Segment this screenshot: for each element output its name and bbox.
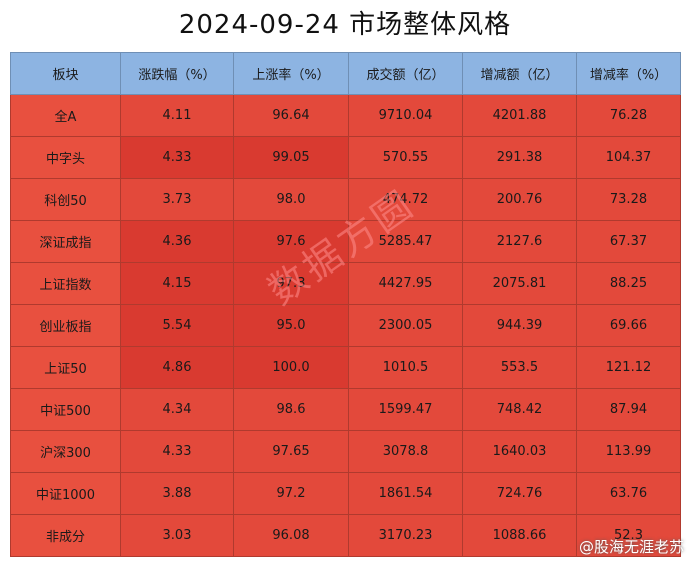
- table-row: 科创50 3.73 98.0 474.72 200.76 73.28: [10, 178, 681, 221]
- sector-name: 上证50: [10, 346, 121, 389]
- cell: 474.72: [348, 178, 463, 221]
- cell: 1010.5: [348, 346, 463, 389]
- sector-name: 科创50: [10, 178, 121, 221]
- cell: 291.38: [462, 136, 577, 179]
- cell: 96.08: [233, 514, 349, 557]
- cell: 97.3: [233, 262, 349, 305]
- cell: 87.94: [576, 388, 681, 431]
- sector-name: 深证成指: [10, 220, 121, 263]
- cell: 63.76: [576, 472, 681, 515]
- cell: 9710.04: [348, 94, 463, 137]
- sector-name: 沪深300: [10, 430, 121, 473]
- cell: 73.28: [576, 178, 681, 221]
- cell: 4.33: [120, 136, 234, 179]
- cell: 2075.81: [462, 262, 577, 305]
- cell: 4427.95: [348, 262, 463, 305]
- table-row: 中证500 4.34 98.6 1599.47 748.42 87.94: [10, 388, 681, 431]
- sector-name: 上证指数: [10, 262, 121, 305]
- cell: 4.33: [120, 430, 234, 473]
- cell: 3170.23: [348, 514, 463, 557]
- table-row: 创业板指 5.54 95.0 2300.05 944.39 69.66: [10, 304, 681, 347]
- sector-name: 非成分: [10, 514, 121, 557]
- cell: 553.5: [462, 346, 577, 389]
- sector-name: 创业板指: [10, 304, 121, 347]
- cell: 1861.54: [348, 472, 463, 515]
- cell: 2127.6: [462, 220, 577, 263]
- credit: @股海无涯老苏: [578, 538, 684, 556]
- table-row: 中证1000 3.88 97.2 1861.54 724.76 63.76: [10, 472, 681, 515]
- cell: 98.6: [233, 388, 349, 431]
- cell: 4.15: [120, 262, 234, 305]
- cell: 1599.47: [348, 388, 463, 431]
- table-row: 上证指数 4.15 97.3 4427.95 2075.81 88.25: [10, 262, 681, 305]
- cell: 98.0: [233, 178, 349, 221]
- cell: 100.0: [233, 346, 349, 389]
- cell: 3.03: [120, 514, 234, 557]
- sector-name: 中字头: [10, 136, 121, 179]
- cell: 69.66: [576, 304, 681, 347]
- cell: 3.73: [120, 178, 234, 221]
- cell: 5.54: [120, 304, 234, 347]
- column-header: 成交额（亿）: [348, 52, 463, 95]
- cell: 97.65: [233, 430, 349, 473]
- cell: 76.28: [576, 94, 681, 137]
- cell: 3.88: [120, 472, 234, 515]
- header-row: 板块 涨跌幅（%） 上涨率（%） 成交额（亿） 增减额（亿） 增减率（%）: [10, 52, 681, 95]
- cell: 52.3: [576, 514, 681, 557]
- cell: 4.11: [120, 94, 234, 137]
- column-header: 板块: [10, 52, 121, 95]
- cell: 95.0: [233, 304, 349, 347]
- cell: 200.76: [462, 178, 577, 221]
- title: 2024-09-24 市场整体风格: [178, 10, 512, 40]
- column-header: 涨跌幅（%）: [120, 52, 234, 95]
- cell: 88.25: [576, 262, 681, 305]
- cell: 944.39: [462, 304, 577, 347]
- cell: 1640.03: [462, 430, 577, 473]
- cell: 570.55: [348, 136, 463, 179]
- column-header: 增减率（%）: [576, 52, 681, 95]
- cell: 113.99: [576, 430, 681, 473]
- sector-name: 中证500: [10, 388, 121, 431]
- table-row: 全A 4.11 96.64 9710.04 4201.88 76.28: [10, 94, 681, 137]
- cell: 5285.47: [348, 220, 463, 263]
- table-row: 非成分 3.03 96.08 3170.23 1088.66 52.3: [10, 514, 681, 557]
- cell: 1088.66: [462, 514, 577, 557]
- sector-name: 中证1000: [10, 472, 121, 515]
- cell: 2300.05: [348, 304, 463, 347]
- sector-name: 全A: [10, 94, 121, 137]
- cell: 96.64: [233, 94, 349, 137]
- table-row: 中字头 4.33 99.05 570.55 291.38 104.37: [10, 136, 681, 179]
- cell: 104.37: [576, 136, 681, 179]
- cell: 97.2: [233, 472, 349, 515]
- cell: 3078.8: [348, 430, 463, 473]
- cell: 724.76: [462, 472, 577, 515]
- cell: 4201.88: [462, 94, 577, 137]
- cell: 99.05: [233, 136, 349, 179]
- cell: 4.36: [120, 220, 234, 263]
- cell: 67.37: [576, 220, 681, 263]
- cell: 4.86: [120, 346, 234, 389]
- cell: 748.42: [462, 388, 577, 431]
- cell: 121.12: [576, 346, 681, 389]
- column-header: 上涨率（%）: [233, 52, 349, 95]
- table-row: 上证50 4.86 100.0 1010.5 553.5 121.12: [10, 346, 681, 389]
- column-header: 增减额（亿）: [462, 52, 577, 95]
- cell: 97.6: [233, 220, 349, 263]
- market-table: 板块 涨跌幅（%） 上涨率（%） 成交额（亿） 增减额（亿） 增减率（%） 全A 4.11 9…: [10, 52, 681, 557]
- cell: 4.34: [120, 388, 234, 431]
- table-row: 沪深300 4.33 97.65 3078.8 1640.03 113.99: [10, 430, 681, 473]
- table-row: 深证成指 4.36 97.6 5285.47 2127.6 67.37: [10, 220, 681, 263]
